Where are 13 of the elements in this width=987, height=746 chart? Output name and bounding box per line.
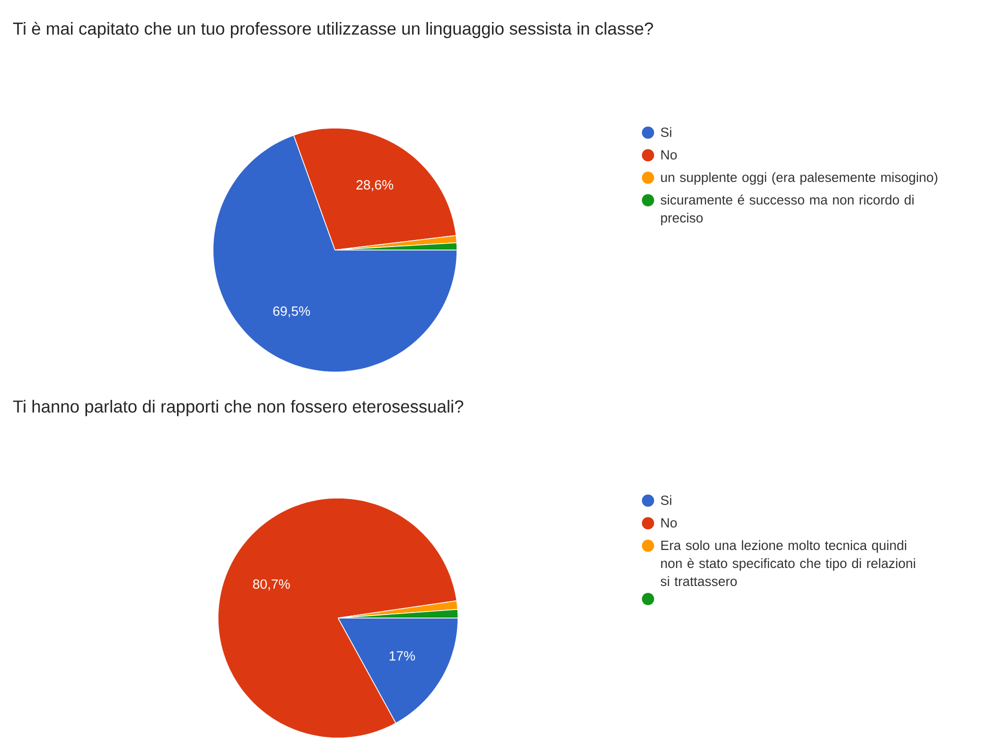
legend-label: No — [661, 150, 677, 160]
data-label: 69,5% — [273, 306, 310, 318]
legend-label: No — [661, 518, 677, 528]
data-label: 17% — [390, 651, 415, 661]
legend-label: Si — [660, 495, 672, 505]
legend-label: Si — [660, 127, 672, 137]
legend-label: Era solo una lezione molto tecnica quindi non è stato specificato che tipo di relazioni si trattassero — [660, 540, 916, 586]
chart-title: Ti hanno parlato di rapporti che non fossero eterosessuali? — [13, 400, 464, 416]
data-label: 80,7% — [253, 579, 290, 590]
legend-label: sicuramente é successo ma non ricordo di preciso — [660, 194, 914, 226]
data-label: 28,6% — [356, 180, 394, 192]
legend-label: un supplente oggi (era palesemente misogino) — [661, 172, 938, 185]
chart-title: Ti è mai capitato che un tuo professore utilizzasse un linguaggio sessista in classe? — [13, 22, 653, 38]
